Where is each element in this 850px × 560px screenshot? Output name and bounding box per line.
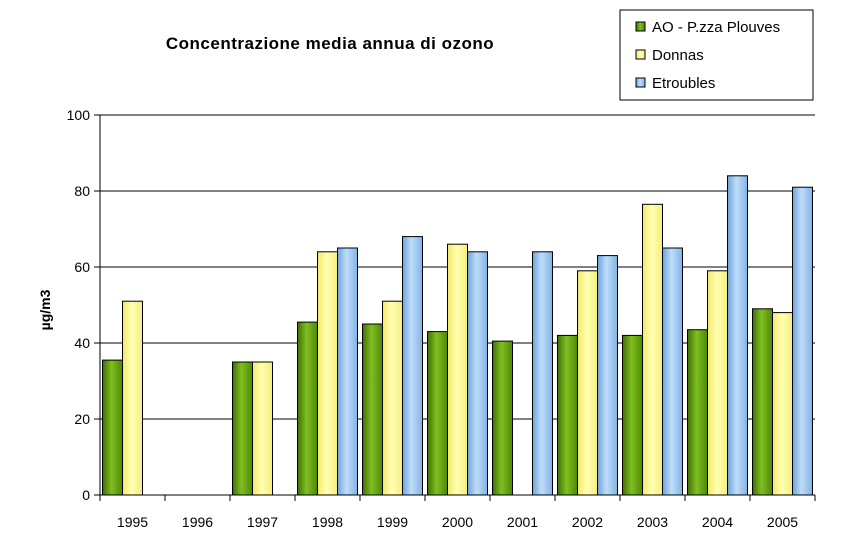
x-tick-label: 2004 xyxy=(702,514,733,530)
x-tick-label: 1999 xyxy=(377,514,408,530)
legend-swatch xyxy=(635,21,646,32)
x-tick-label: 2003 xyxy=(637,514,668,530)
bar-donnas-1999 xyxy=(382,300,403,496)
bar-etroubles-1999 xyxy=(402,236,423,496)
x-tick-label: 2001 xyxy=(507,514,538,530)
legend-label: Etroubles xyxy=(652,75,715,92)
legend-swatch xyxy=(635,49,646,60)
bar-etroubles-2002 xyxy=(597,255,618,496)
legend: AO - P.zza Plouves Donnas Etroubles xyxy=(619,9,814,101)
y-tick-label: 100 xyxy=(67,107,91,123)
bar-donnas-2004 xyxy=(707,270,728,496)
bar-etroubles-2003 xyxy=(662,247,683,496)
bar-ao-p-zza-plouves-2002 xyxy=(557,334,578,496)
bar-ao-p-zza-plouves-1995 xyxy=(102,359,123,496)
x-tick-label: 1995 xyxy=(117,514,148,530)
bars xyxy=(102,175,813,496)
bar-ao-p-zza-plouves-1999 xyxy=(362,323,383,496)
x-tick-label: 1998 xyxy=(312,514,343,530)
bar-donnas-2002 xyxy=(577,270,598,496)
bar-donnas-2005 xyxy=(772,312,793,496)
x-tick-label: 1996 xyxy=(182,514,213,530)
bar-etroubles-2005 xyxy=(792,186,813,496)
bar-donnas-1997 xyxy=(252,361,273,496)
x-tick-label: 2005 xyxy=(767,514,798,530)
bar-ao-p-zza-plouves-2001 xyxy=(492,340,513,496)
x-tick-label: 1997 xyxy=(247,514,278,530)
y-axis-label: µg/m3 xyxy=(37,289,53,330)
bar-ao-p-zza-plouves-1997 xyxy=(232,361,253,496)
bar-ao-p-zza-plouves-2004 xyxy=(687,329,708,496)
legend-swatch xyxy=(635,77,646,88)
bar-ao-p-zza-plouves-2003 xyxy=(622,334,643,496)
bar-ao-p-zza-plouves-2005 xyxy=(752,308,773,496)
chart-title: Concentrazione media annua di ozono xyxy=(166,34,494,53)
bar-donnas-1995 xyxy=(122,300,143,496)
x-tick-label: 2000 xyxy=(442,514,473,530)
bar-etroubles-2001 xyxy=(532,251,553,496)
bar-ao-p-zza-plouves-2000 xyxy=(427,331,448,496)
bar-etroubles-2000 xyxy=(467,251,488,496)
y-tick-label: 40 xyxy=(74,335,90,351)
bar-etroubles-1998 xyxy=(337,247,358,496)
bar-donnas-1998 xyxy=(317,251,338,496)
y-tick-label: 60 xyxy=(74,259,90,275)
legend-label: Donnas xyxy=(652,47,704,64)
bar-donnas-2003 xyxy=(642,203,663,496)
y-tick-label: 0 xyxy=(82,487,90,503)
x-axis: 1995 1996 1997 1998 1999 2000 2001 2002 2003 2004… xyxy=(99,494,816,530)
bar-donnas-2000 xyxy=(447,243,468,496)
y-axis: 0 20 40 60 80 100 xyxy=(67,107,101,503)
y-tick-label: 80 xyxy=(74,183,90,199)
y-tick-label: 20 xyxy=(74,411,90,427)
legend-box xyxy=(619,9,814,101)
legend-label: AO - P.zza Plouves xyxy=(652,19,780,36)
bar-etroubles-2004 xyxy=(727,175,748,496)
bar-ao-p-zza-plouves-1998 xyxy=(297,321,318,496)
x-tick-label: 2002 xyxy=(572,514,603,530)
